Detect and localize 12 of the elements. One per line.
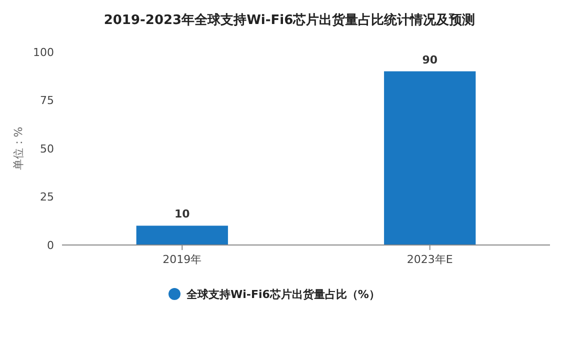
- x-tick-label: 2019年: [162, 253, 202, 266]
- y-axis-title: 单位：%: [12, 126, 25, 170]
- y-tick-label: 100: [33, 46, 54, 59]
- y-tick-label: 25: [40, 190, 54, 204]
- chart-title: 2019-2023年全球支持Wi-Fi6芯片出货量占比统计情况及预测: [104, 12, 476, 28]
- y-tick-label: 75: [40, 94, 54, 108]
- data-label: 90: [422, 53, 438, 66]
- data-label: 10: [174, 208, 190, 221]
- x-tick-label: 2023年E: [406, 253, 453, 266]
- y-tick-label: 0: [47, 238, 54, 252]
- y-tick-label: 50: [40, 142, 54, 156]
- legend-label: 全球支持Wi-Fi6芯片出货量占比（%）: [186, 288, 380, 301]
